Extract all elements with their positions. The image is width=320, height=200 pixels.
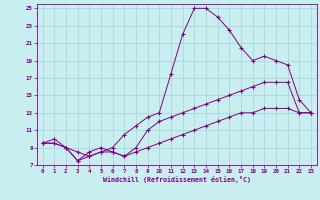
X-axis label: Windchill (Refroidissement éolien,°C): Windchill (Refroidissement éolien,°C) xyxy=(103,176,251,183)
